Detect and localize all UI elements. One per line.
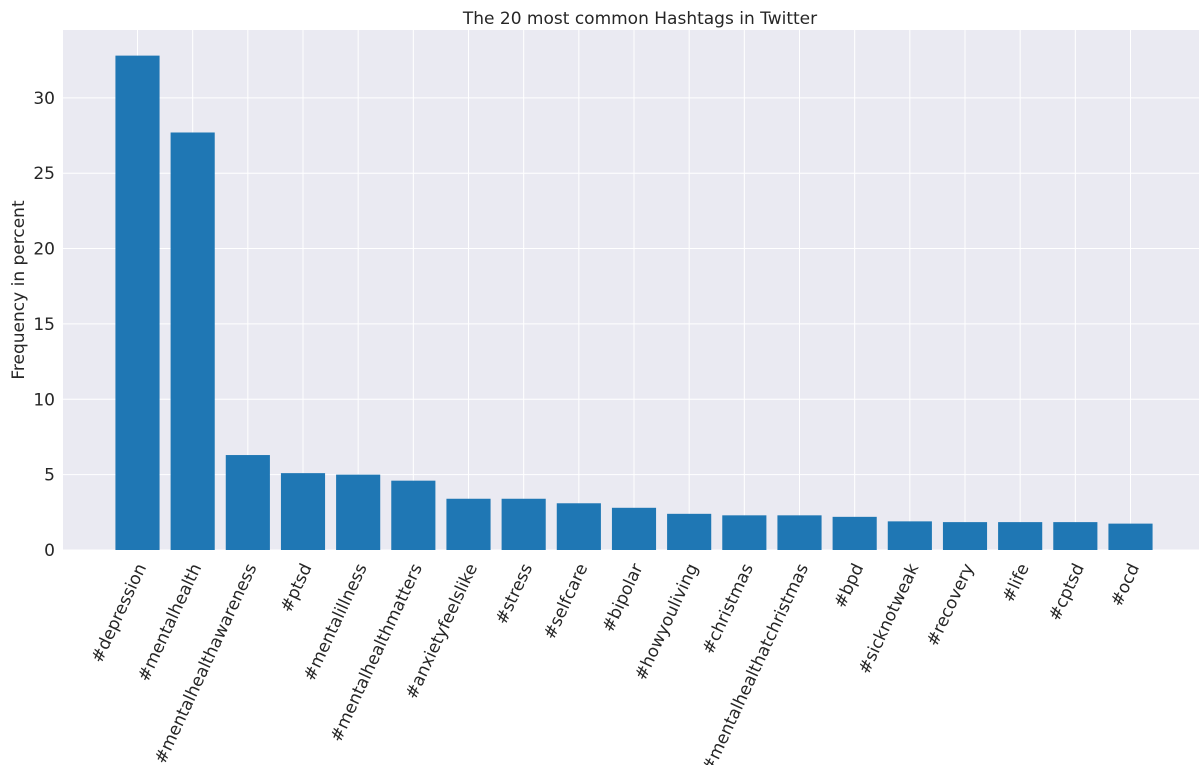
bar-anxietyfeelslike [446,498,491,550]
chart-title: The 20 most common Hashtags in Twitter [462,9,817,29]
bar-recovery [942,522,988,550]
bar-ocd [1108,523,1153,550]
x-tick-label: #depression [88,561,151,666]
bar-life [998,522,1043,550]
bar-mentalhealthawareness [225,455,270,550]
bar-stress [501,498,546,550]
x-tick-label: #bpd [830,561,868,612]
y-tick-label: 25 [33,164,55,184]
bar-bipolar [611,507,657,550]
x-tick-label: #ptsd [277,561,317,616]
y-axis-ticks: 0 5 10 15 20 25 30 [33,89,55,561]
bars [115,55,1153,551]
x-tick-label: #sicknotweak [855,561,924,678]
x-tick-label: #christmas [699,561,758,658]
bar-christmas [722,515,767,550]
y-tick-label: 30 [33,89,55,109]
y-tick-label: 15 [33,315,55,335]
y-axis-label: Frequency in percent [9,200,29,380]
y-tick-label: 5 [44,466,55,486]
x-axis-ticks: #depression#mentalhealth#mentalhealthawa… [88,561,1144,765]
bar-depression [115,55,160,550]
bar-bpd [832,516,877,550]
bar-mentalillness [336,474,381,550]
x-tick-label: #ocd [1107,561,1144,610]
gridlines [63,30,1199,551]
y-tick-label: 10 [33,390,55,410]
bar-mentalhealth [170,132,215,551]
bar-mentalhealthatchristmas [777,515,822,550]
bar-mentalhealthmatters [391,480,436,550]
y-tick-label: 0 [44,541,55,561]
x-tick-label: #mentalhealthatchristmas [699,561,814,765]
bar-selfcare [556,503,601,550]
bar-cptsd [1053,522,1098,550]
y-tick-label: 20 [33,240,55,260]
x-tick-label: #recovery [923,561,979,650]
x-tick-label: #life [999,561,1034,606]
x-tick-label: #stress [492,561,537,628]
x-tick-label: #cptsd [1045,561,1089,624]
bar-howyouliving [667,513,712,550]
bar-ptsd [280,473,326,550]
bar-sicknotweak [887,521,932,550]
x-tick-label: #bipolar [599,561,648,636]
x-tick-label: #selfcare [540,561,592,643]
x-tick-label: #mentalhealthawareness [151,561,261,765]
